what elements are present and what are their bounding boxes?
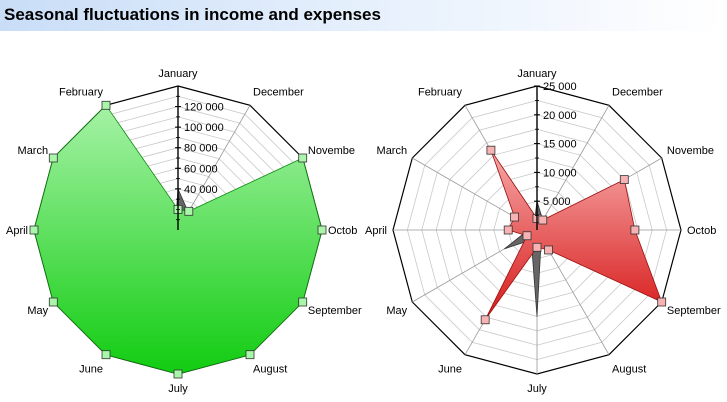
- tick-label: 25 000: [543, 81, 577, 93]
- month-label-march: March: [377, 145, 408, 157]
- data-point-october: [317, 225, 327, 235]
- month-label-june: June: [79, 364, 103, 376]
- tick-label: 40 000: [184, 184, 218, 196]
- month-label-april: April: [365, 225, 387, 237]
- data-point-november: [619, 175, 629, 185]
- month-label-january: January: [517, 68, 557, 80]
- month-label-february: February: [418, 86, 463, 98]
- data-point-december: [184, 206, 194, 216]
- income-radar-chart: 40 000 60 000 80 000 100 000 120 000 January D…: [6, 68, 362, 395]
- month-label-may: May: [27, 305, 48, 317]
- tick-label: 5 000: [543, 196, 571, 208]
- month-label-july: July: [168, 383, 188, 395]
- data-point-june: [101, 350, 111, 360]
- month-label-november: Novembe: [308, 145, 355, 157]
- data-point-november: [298, 153, 308, 163]
- data-point-may: [522, 231, 532, 241]
- data-point-december: [538, 215, 548, 225]
- data-point-april: [29, 225, 39, 235]
- month-label-december: December: [253, 86, 304, 98]
- data-point-september: [657, 297, 667, 307]
- month-label-january: January: [158, 68, 198, 80]
- title-bar: Seasonal fluctuations in income and expe…: [0, 0, 727, 31]
- data-point-july: [532, 242, 542, 252]
- month-label-october: Octob: [328, 225, 357, 237]
- tick-label: 20 000: [543, 110, 577, 122]
- data-point-june: [480, 315, 490, 325]
- tick-label: 120 000: [184, 102, 224, 114]
- month-label-june: June: [438, 364, 462, 376]
- data-point-february: [101, 100, 111, 110]
- month-label-december: December: [612, 86, 663, 98]
- month-label-march: March: [18, 145, 49, 157]
- data-point-october: [630, 225, 640, 235]
- grid-spoke: [536, 105, 610, 231]
- data-point-july: [173, 369, 183, 379]
- month-label-july: July: [527, 383, 547, 395]
- tick-label: 15 000: [543, 139, 577, 151]
- month-label-september: September: [667, 305, 721, 317]
- month-label-august: August: [253, 364, 287, 376]
- month-label-april: April: [6, 225, 28, 237]
- tick-label: 10 000: [543, 167, 577, 179]
- tick-label: 80 000: [184, 143, 218, 155]
- data-point-august: [544, 245, 553, 255]
- data-point-march: [48, 153, 58, 163]
- month-label-november: Novembe: [667, 145, 714, 157]
- tick-label: 60 000: [184, 163, 218, 175]
- data-point-may: [48, 297, 58, 307]
- data-point-september: [298, 297, 308, 307]
- month-label-october: Octob: [687, 225, 716, 237]
- month-label-august: August: [612, 364, 646, 376]
- month-label-may: May: [386, 305, 407, 317]
- tick-label: 100 000: [184, 122, 224, 134]
- data-point-march: [510, 212, 519, 222]
- data-point-august: [245, 350, 255, 360]
- data-point-february: [486, 145, 496, 155]
- page-title: Seasonal fluctuations in income and expe…: [4, 5, 381, 24]
- data-point-april: [503, 225, 513, 235]
- month-label-september: September: [308, 305, 362, 317]
- month-label-february: February: [59, 86, 104, 98]
